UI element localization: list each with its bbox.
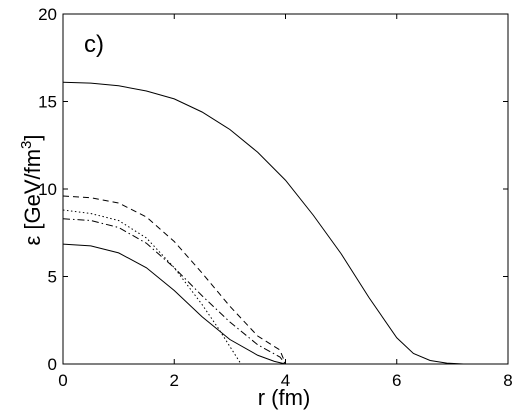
y-tick-label: 15 bbox=[38, 93, 57, 112]
series-dashdot-line-3 bbox=[62, 218, 286, 365]
x-tick-label: 8 bbox=[503, 371, 512, 390]
y-tick-label: 10 bbox=[38, 180, 57, 199]
x-tick-label: 6 bbox=[392, 371, 401, 390]
axis-ticks: 0 2 4 6 8 0 5 10 15 20 bbox=[38, 5, 513, 390]
x-tick-label: 4 bbox=[281, 371, 290, 390]
y-axis-label-main: ε [GeV/fm bbox=[20, 149, 45, 246]
series-dashed-line-2 bbox=[62, 195, 286, 365]
panel-label: c) bbox=[84, 31, 104, 58]
y-axis-label-end: ] bbox=[20, 134, 45, 140]
y-tick-label: 20 bbox=[38, 5, 57, 24]
x-axis-label: r (fm) bbox=[258, 385, 311, 410]
x-tick-label: 0 bbox=[58, 371, 67, 390]
y-axis-label: ε [GeV/fm3] bbox=[18, 134, 45, 245]
plot-area bbox=[62, 13, 509, 365]
x-tick-label: 2 bbox=[170, 371, 179, 390]
y-tick-label: 0 bbox=[48, 355, 57, 374]
y-axis-label-superscript: 3 bbox=[18, 141, 35, 149]
y-tick-label: 5 bbox=[48, 268, 57, 287]
series-solid-line-1 bbox=[62, 81, 464, 365]
series-solid-line-5 bbox=[62, 243, 286, 365]
plot-frame bbox=[62, 13, 509, 365]
